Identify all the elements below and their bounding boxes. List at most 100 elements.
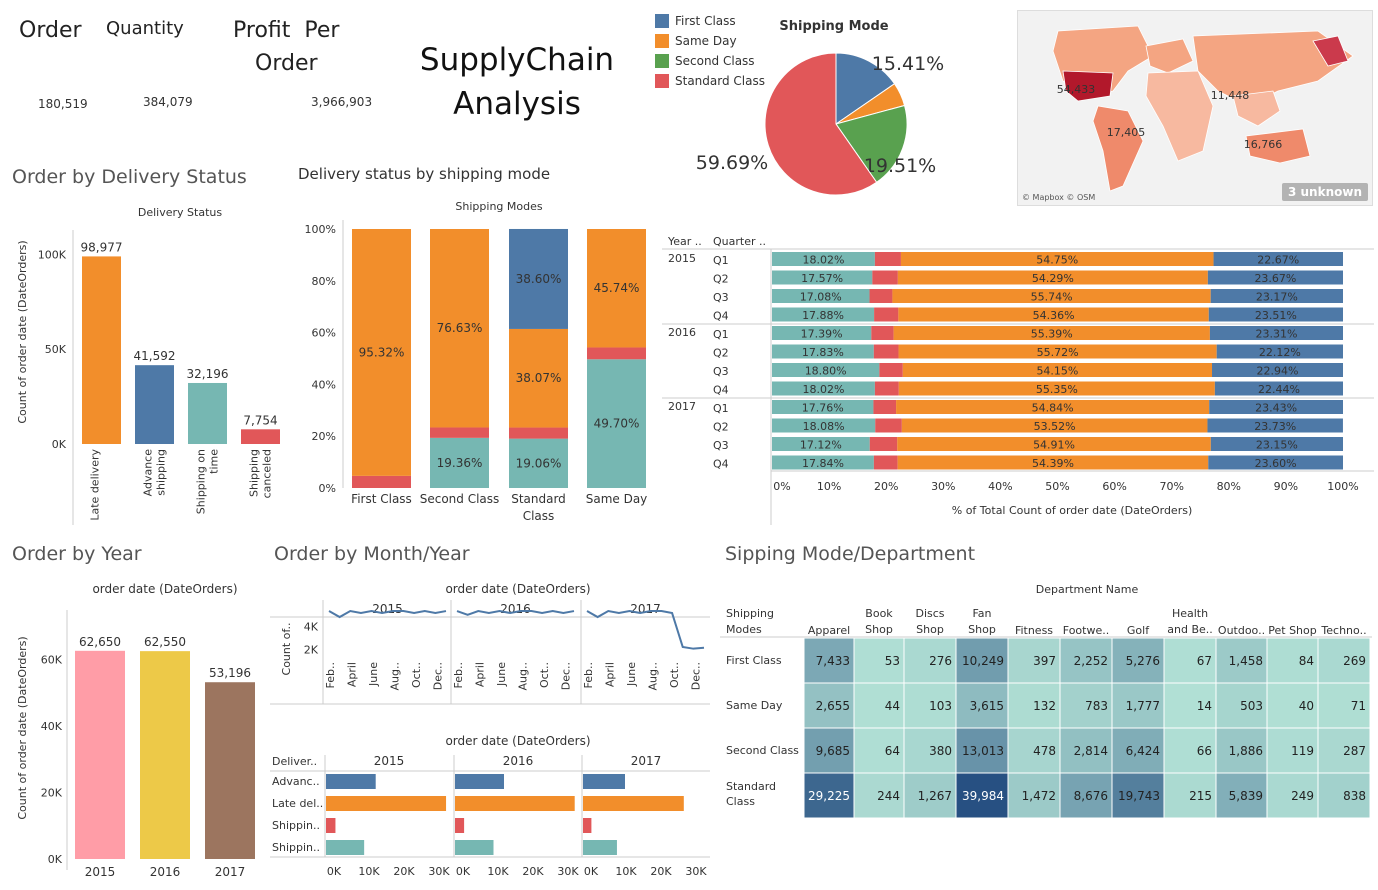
bar [140, 651, 190, 859]
x-tick-label: 2016 [150, 865, 181, 879]
stacked-bar-segment [874, 252, 901, 266]
stacked-bar-segment [873, 400, 897, 414]
bar [326, 774, 376, 789]
unknown-badge[interactable]: 3 unknown [1282, 183, 1368, 201]
stacked-bar-segment [509, 427, 568, 439]
stacked-bar-segment [898, 381, 1215, 396]
map-region [1312, 35, 1349, 67]
row-header: Deliver.. [272, 755, 317, 768]
quarter-label: Q3 [713, 291, 729, 304]
y-tick-label: 100% [305, 223, 336, 236]
kpi-profit-value: 3,966,903 [311, 95, 373, 109]
heatmap-cell [803, 682, 855, 729]
bar [583, 818, 592, 833]
mode-department-heatmap: Department Name Shipping Modes Apparel Book S… [720, 583, 1372, 819]
segment-value-label: 17.83% [802, 346, 844, 359]
pie-value-label: 19.51% [864, 155, 936, 177]
trend-line [328, 609, 447, 619]
segment-value-label: 45.74% [594, 281, 640, 295]
stacked-bar-segment [897, 270, 1208, 285]
segment-value-label: 55.35% [1036, 383, 1078, 396]
row-label: Same Day [726, 699, 783, 712]
segment-value-label: 95.32% [359, 345, 405, 359]
bar-value-label: 32,196 [187, 367, 229, 381]
cell-value-label: 44 [885, 699, 900, 713]
map-region [1092, 105, 1144, 192]
x-tick-label: 20K [393, 865, 415, 878]
heatmap-cell [903, 772, 957, 819]
stacked-bar-segment [772, 455, 874, 470]
cell-value-label: 478 [1033, 744, 1056, 758]
segment-value-label: 23.51% [1255, 309, 1297, 322]
quarter-label: Q2 [713, 273, 729, 286]
heatmap-cell [1317, 772, 1371, 819]
quarter-label: Q2 [713, 347, 729, 360]
y-axis-label: Count of.. [280, 623, 293, 676]
x-tick-label: Oct.. [538, 662, 551, 688]
heatmap-cell [1266, 637, 1319, 684]
pie-title: Shipping Mode [779, 19, 888, 34]
bar [583, 840, 617, 855]
segment-value-label: 22.94% [1257, 365, 1299, 378]
segment-value-label: 54.39% [1032, 457, 1074, 470]
heatmap-cell [1059, 727, 1113, 774]
x-tick-label: 70% [1159, 480, 1183, 493]
segment-value-label: 49.70% [594, 417, 640, 431]
segment-value-label: 19.06% [516, 456, 562, 470]
map-canvas: 54,433 11,448 17,405 16,766 [1018, 11, 1372, 205]
stacked-bar-segment [772, 344, 874, 359]
cell-value-label: 53 [885, 654, 900, 668]
segment-value-label: 22.67% [1257, 254, 1299, 267]
stacked-bar-segment [430, 229, 489, 428]
heatmap-cell [1007, 682, 1061, 729]
segment-value-label: 54.15% [1036, 365, 1078, 378]
map-region [1062, 70, 1114, 102]
x-tick-label: April [474, 662, 487, 687]
x-tick-label: Feb.. [452, 662, 465, 688]
stacked-bar-segment [898, 307, 1209, 322]
x-tick-label: Aug.. [389, 662, 402, 690]
y-tick-label: 40K [41, 720, 63, 733]
segment-value-label: 23.31% [1255, 328, 1297, 341]
stacked-bar-segment [869, 437, 898, 451]
trend-line [586, 609, 705, 650]
heatmap-cell [853, 727, 905, 774]
column-header-year: Year .. [667, 235, 702, 248]
row-label: Standard [726, 780, 776, 793]
heatmap-cell [1266, 682, 1319, 729]
column-header: and Be.. [1167, 623, 1213, 636]
stacked-bar-segment [430, 437, 489, 488]
quarter-label: Q1 [713, 254, 729, 267]
cell-value-label: 84 [1299, 654, 1314, 668]
pie-slice [835, 52, 896, 125]
bar [326, 840, 365, 855]
cell-value-label: 14 [1197, 699, 1212, 713]
stacked-bar-segment [1209, 326, 1343, 340]
x-tick-label: 80% [1217, 480, 1241, 493]
x-tick-label: Advance [142, 449, 155, 497]
segment-value-label: 17.08% [800, 291, 842, 304]
trend-line [456, 610, 575, 616]
x-tick-label: 30K [428, 865, 450, 878]
page-title-line-1: SupplyChain [419, 42, 615, 78]
x-tick-label: Feb.. [582, 662, 595, 688]
row-label: Late del.. [272, 797, 323, 810]
row-label: First Class [726, 654, 782, 667]
x-tick-label: 40% [988, 480, 1012, 493]
cell-value-label: 269 [1343, 654, 1366, 668]
legend-label: First Class [675, 14, 736, 28]
pie-value-label: 15.41% [872, 53, 944, 75]
world-map[interactable]: 54,433 11,448 17,405 16,766 © Mapbox © OSM … [1017, 10, 1373, 206]
stacked-bar-segment [893, 326, 1210, 340]
stacked-bar-segment [1208, 455, 1343, 470]
cell-value-label: 6,424 [1126, 744, 1160, 758]
segment-value-label: 54.36% [1033, 309, 1075, 322]
bar [188, 382, 227, 444]
x-tick-label: Shipping [248, 449, 261, 497]
y-tick-label: 80% [312, 275, 336, 288]
stacked-bar-segment [869, 289, 893, 303]
panel-year-label: 2016 [503, 754, 534, 768]
heatmap-cell [1317, 727, 1371, 774]
bar [326, 796, 447, 811]
segment-value-label: 22.12% [1259, 346, 1301, 359]
